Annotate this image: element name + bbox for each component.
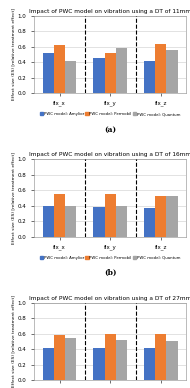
Bar: [105, 194, 116, 237]
Bar: [166, 341, 178, 380]
Bar: [144, 348, 155, 380]
Text: (a): (a): [104, 126, 116, 134]
Bar: [144, 61, 155, 93]
Title: Impact of PWC model on vibration using a DT of 11mm: Impact of PWC model on vibration using a…: [29, 9, 190, 14]
Y-axis label: Effect size (ES) [relative treatment effect]: Effect size (ES) [relative treatment eff…: [11, 152, 15, 244]
Bar: [43, 348, 54, 380]
Bar: [116, 48, 127, 93]
Bar: [65, 338, 76, 380]
Title: Impact of PWC model on vibration using a DT of 16mm: Impact of PWC model on vibration using a…: [29, 152, 190, 157]
Bar: [93, 207, 105, 237]
Bar: [105, 334, 116, 380]
Bar: [155, 334, 166, 380]
Bar: [54, 194, 65, 237]
Bar: [43, 206, 54, 237]
Bar: [43, 53, 54, 93]
Bar: [93, 58, 105, 93]
Title: Impact of PWC model on vibration using a DT of 27mm: Impact of PWC model on vibration using a…: [29, 296, 190, 301]
Y-axis label: Effect size (ES) [relative treatment effect]: Effect size (ES) [relative treatment eff…: [11, 296, 15, 387]
Bar: [166, 196, 178, 237]
Legend: PWC model: Amylior, PWC model: Permobil, PWC model: Quantum: PWC model: Amylior, PWC model: Permobil,…: [40, 112, 180, 116]
Bar: [65, 61, 76, 93]
Bar: [54, 45, 65, 93]
Bar: [65, 206, 76, 237]
Bar: [155, 196, 166, 237]
Bar: [116, 340, 127, 380]
Legend: PWC model: Amylior, PWC model: Permobil, PWC model: Quantum: PWC model: Amylior, PWC model: Permobil,…: [40, 256, 180, 260]
Bar: [144, 208, 155, 237]
Y-axis label: Effect size (ES) [relative treatment effect]: Effect size (ES) [relative treatment eff…: [11, 9, 15, 100]
Bar: [116, 206, 127, 237]
Bar: [54, 335, 65, 380]
Bar: [93, 348, 105, 380]
Bar: [105, 53, 116, 93]
Bar: [166, 50, 178, 93]
Bar: [155, 44, 166, 93]
Text: (b): (b): [104, 269, 116, 277]
